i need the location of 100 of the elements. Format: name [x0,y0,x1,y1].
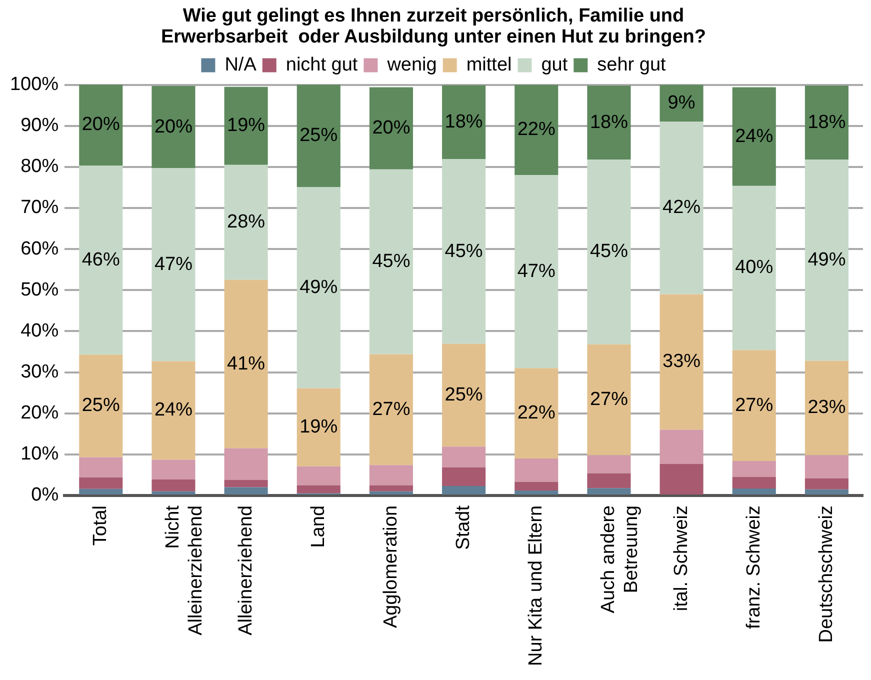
bar [442,446,486,468]
data-label: 19% [300,416,338,438]
data-label: 27% [590,389,628,410]
bar [514,175,558,368]
data-label: 20% [82,114,120,135]
y-tick-label: 0% [31,484,59,506]
y-tick-label: 90% [20,115,59,136]
legend-label: N/A [224,54,257,76]
data-label: 19% [227,115,266,136]
bar [804,360,848,456]
bar [442,468,486,486]
bar [79,477,123,489]
y-tick-label: 60% [20,238,59,260]
bar [79,457,123,478]
bar [224,448,268,480]
x-tick-label: Land [308,505,329,548]
data-label: 22% [517,402,556,424]
data-label: 25% [300,124,338,146]
bar [732,87,776,186]
bar [804,86,848,160]
bar [369,491,413,494]
data-label: 45% [590,241,628,262]
bar [660,464,704,494]
x-tick-label: Alleinerziehend [235,505,256,636]
data-label: 25% [82,395,120,416]
bar [296,388,340,466]
data-label: 9% [668,92,696,114]
bar [804,160,848,361]
bar [587,344,631,456]
y-tick-label: 70% [20,197,59,218]
bar [79,488,123,494]
legend-label: sehr gut [597,54,667,76]
bar [732,186,776,350]
bar [369,354,413,466]
data-label: 42% [662,197,701,218]
bar [732,350,776,461]
data-label: 23% [808,397,846,418]
bar [224,487,268,494]
bar [79,166,123,355]
bar [732,488,776,494]
data-label: 49% [300,276,338,298]
bar [442,85,486,160]
x-tick-label: Total [90,505,112,546]
bar [79,84,123,166]
bar [224,164,268,280]
bar [296,485,340,494]
bar [587,86,631,160]
y-tick-label: 100% [10,74,59,96]
bar [587,160,631,344]
bar [79,354,123,458]
data-label: 25% [444,384,483,406]
bar [587,455,631,474]
bar [514,84,558,176]
x-tick-label: Nicht Alleinerziehend [162,504,207,636]
data-label: 27% [372,398,410,420]
data-label: 22% [517,119,556,140]
bar [224,280,268,448]
data-label: 46% [82,249,120,270]
x-tick-label: Stadt [453,504,474,550]
bar [224,86,268,165]
bar [660,122,704,294]
data-label: 45% [444,240,483,262]
bar [660,84,704,122]
bar [152,479,196,492]
x-tick-label: Agglomeration [380,505,402,628]
bar [514,490,558,494]
data-label: 49% [808,249,846,270]
legend-label: gut [541,54,568,76]
y-tick-label: 20% [20,402,59,424]
bar [296,84,340,188]
data-label: 27% [735,394,774,416]
y-tick-label: 50% [20,279,59,300]
data-label: 33% [662,351,701,372]
bar [660,430,704,464]
bar [369,485,413,492]
data-label: 18% [590,112,628,133]
bar [514,368,558,459]
bar [587,488,631,494]
x-tick-label: ital. Schweiz [670,505,692,612]
bar [296,187,340,388]
data-label: 40% [735,257,774,278]
data-label: 20% [154,116,193,138]
data-label: 47% [154,254,193,275]
bar [152,491,196,494]
data-label: 41% [227,353,266,374]
bar [514,458,558,482]
bar [804,455,848,478]
bar [804,489,848,494]
bar [660,294,704,430]
y-tick-label: 80% [20,156,59,178]
bar [369,169,413,354]
data-label: 20% [372,118,410,139]
bar [152,361,196,460]
bar [804,478,848,490]
data-label: 28% [227,212,266,233]
bar [514,482,558,491]
bar [442,486,486,494]
bar [732,460,776,477]
bar [369,465,413,486]
data-label: 24% [154,400,193,421]
